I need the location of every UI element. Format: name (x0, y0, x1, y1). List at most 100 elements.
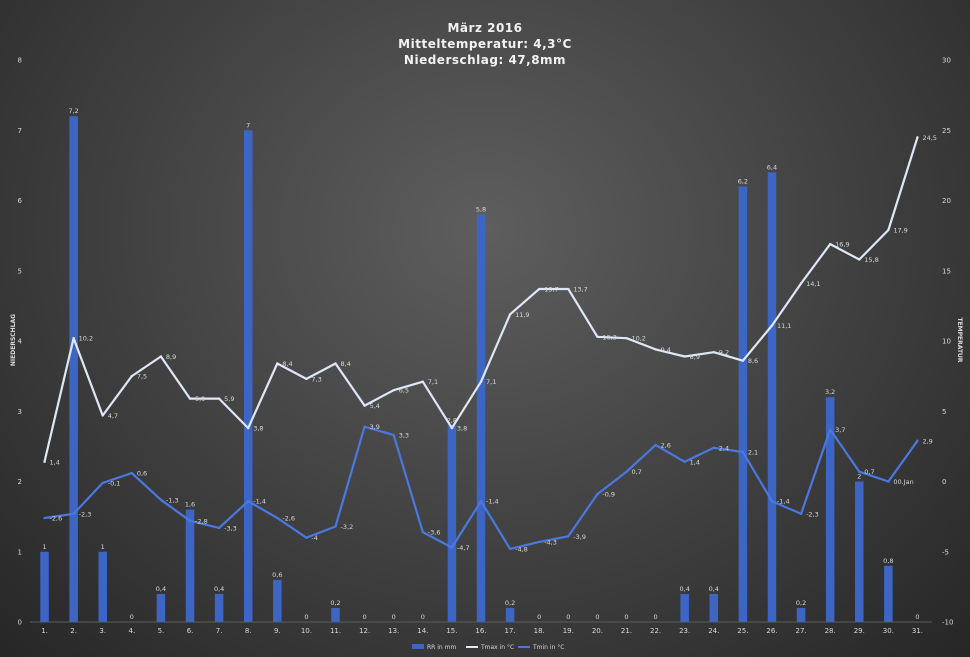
tmin-line-point (159, 498, 163, 501)
bar-data-label: 6,2 (738, 177, 748, 185)
x-tick-label: 16. (475, 627, 486, 635)
x-tick-label: 28. (825, 627, 836, 635)
tmin-line-data-label: -4,7 (457, 544, 470, 552)
bar-data-label: 7,2 (68, 107, 78, 115)
tmin-line-point (188, 519, 192, 523)
y-left-axis-title: NIEDERSCHLAG (10, 314, 17, 366)
bar-data-label: 0 (304, 613, 308, 621)
x-tick-label: 15. (446, 627, 457, 635)
tmax-line-point (247, 426, 250, 430)
tmax-line-point (625, 336, 628, 340)
tmax-line-point (479, 380, 483, 383)
bar-rr (796, 607, 806, 622)
bar-data-label: 0 (624, 613, 628, 621)
tmax-line-data-label: 17,9 (893, 227, 907, 235)
legend-swatch-rr (412, 644, 424, 649)
tmin-line-point (305, 536, 308, 539)
tmin-line-point (72, 512, 75, 516)
tmax-line-data-label: 9,4 (661, 346, 671, 354)
bar-data-label: 0,2 (330, 599, 340, 607)
tmax-line-data-label: 7,1 (486, 378, 496, 386)
tmin-line-data-label: -0,9 (602, 491, 615, 499)
tmin-line-point (887, 480, 890, 483)
tmax-line-point (508, 313, 512, 316)
x-tick-label: 23. (679, 627, 690, 635)
tmin-line-data-label: 00.Jan (893, 478, 913, 486)
bar-data-label: 0,4 (709, 585, 719, 593)
bar-rr (40, 551, 49, 622)
bar-data-label: 0,4 (214, 585, 224, 593)
tmin-line-data-label: -3,6 (428, 529, 441, 537)
tmin-line-data-label: 0,7 (631, 468, 641, 476)
tmax-line-point (654, 348, 657, 351)
x-tick-label: 10. (301, 627, 312, 635)
x-tick-label: 26. (766, 627, 777, 635)
tmin-line-data-label: 1,4 (690, 458, 700, 466)
legend-label-tmax: Tmax in °C (480, 644, 514, 651)
tmax-line-point (887, 228, 890, 232)
bar-data-label: 0,2 (505, 599, 515, 607)
x-tick-label: 11. (330, 627, 341, 635)
tmax-line-data-label: 5,4 (370, 402, 380, 410)
tmin-line-point (247, 499, 250, 503)
y-right-axis-title: TEMPERATUR (956, 317, 963, 362)
x-tick-label: 27. (795, 627, 806, 635)
tmax-line-point (828, 242, 832, 246)
x-tick-label: 3. (99, 627, 106, 635)
tmin-line-point (770, 499, 774, 503)
x-tick-label: 29. (854, 627, 865, 635)
tmin-line-point (858, 470, 861, 473)
tmin-line-point (101, 481, 104, 485)
tmax-line-point (421, 380, 425, 383)
tmin-line-data-label: -1,4 (777, 498, 790, 506)
bar-data-label: 1,6 (185, 501, 195, 509)
tmax-line-point (188, 397, 192, 400)
bar-rr (69, 116, 78, 622)
tmin-line-data-label: -4,8 (515, 545, 528, 553)
tmax-line-data-label: 7,3 (311, 375, 321, 383)
bar-data-label: 2 (857, 473, 861, 481)
x-tick-label: 17. (505, 627, 516, 635)
y-right-tick-label: 15 (942, 267, 951, 275)
tmax-line-data-label: 11,9 (515, 311, 529, 319)
x-tick-label: 24. (708, 627, 719, 635)
x-tick-label: 7. (216, 627, 223, 635)
tmin-line-data-label: 0,7 (864, 468, 874, 476)
y-right-tick-label: 20 (942, 197, 951, 205)
bar-rr (738, 186, 748, 622)
tmin-line-point (392, 433, 395, 437)
bar-rr (185, 509, 195, 622)
tmax-line-point (712, 351, 715, 354)
tmax-line-point (683, 355, 686, 358)
y-right-tick-label: -5 (942, 548, 949, 556)
tmax-line-point (392, 388, 395, 392)
legend-label-tmin: Tmin in °C (532, 644, 564, 651)
tmax-line-point (217, 397, 221, 400)
y-left-tick-label: 7 (18, 127, 22, 135)
tmin-line-data-label: 3,9 (370, 423, 380, 431)
bar-data-label: 1 (101, 543, 105, 551)
x-tick-label: 20. (592, 627, 603, 635)
bar-data-label: 0 (595, 613, 599, 621)
tmax-line-data-label: 5,9 (195, 395, 205, 403)
tmax-line-point (334, 362, 337, 365)
tmin-line-point (683, 460, 686, 464)
x-tick-label: 31. (912, 627, 923, 635)
tmin-line-data-label: 2,6 (661, 441, 671, 449)
bar-rr (825, 397, 835, 622)
tmin-line-data-label: -3,9 (573, 533, 586, 541)
tmax-line-data-label: 5,9 (224, 395, 234, 403)
y-left-tick-label: 2 (18, 478, 22, 486)
y-left-tick-label: 6 (18, 197, 23, 205)
tmax-line-data-label: 8,4 (341, 360, 351, 368)
tmin-line-point (276, 516, 279, 520)
tmin-line-point (741, 450, 745, 454)
tmin-line-point (450, 546, 454, 549)
bar-rr (476, 214, 486, 623)
tmin-line-data-label: 0,6 (137, 470, 147, 478)
tmax-line-data-label: 13,7 (544, 286, 558, 294)
tmax-line-data-label: 8,4 (282, 360, 292, 368)
y-left-tick-label: 0 (18, 619, 22, 627)
legend-label-rr: RR in mm (427, 644, 456, 651)
bar-data-label: 0 (566, 613, 570, 621)
